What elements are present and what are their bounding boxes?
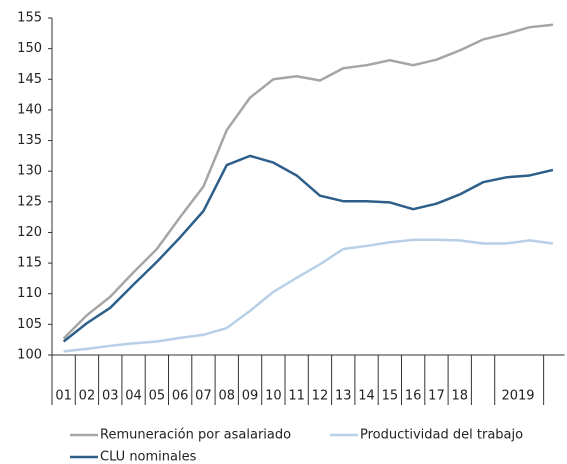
y-tick-label: 120 [17,225,42,240]
y-tick-label: 125 [17,194,42,209]
y-tick-label: 150 [17,41,42,56]
y-tick-label: 145 [17,72,42,87]
x-tick-label: 18 [451,389,468,404]
x-tick-label: 08 [218,389,235,404]
y-tick-label: 155 [17,11,42,26]
x-tick-label: 05 [149,389,166,404]
y-tick-label: 140 [17,102,42,117]
x-tick-label: 10 [265,389,282,404]
y-tick-label: 115 [17,256,42,271]
x-tick-label: 13 [335,389,352,404]
y-tick-label: 130 [17,164,42,179]
legend-label: Remuneración por asalariado [100,428,291,443]
y-tick-label: 105 [17,317,42,332]
x-tick-label: 11 [288,389,305,404]
x-tick-label: 07 [195,389,212,404]
line-series [62,154,554,343]
line-series [62,23,554,340]
x-tick-label: 04 [125,389,142,404]
x-tick-label: 16 [405,389,422,404]
legend-label: CLU nominales [100,450,197,464]
y-tick-label: 110 [17,286,42,301]
x-tick-label: 2019 [501,389,534,404]
x-tick-label: 14 [358,389,375,404]
legend-label: Productividad del trabajo [360,428,523,443]
x-tick-label: 09 [242,389,259,404]
x-tick-label: 03 [102,389,119,404]
y-tick-label: 100 [17,348,42,363]
x-tick-label: 01 [55,389,72,404]
y-tick-label: 135 [17,133,42,148]
x-tick-label: 02 [79,389,96,404]
line-series [63,238,554,353]
x-tick-label: 15 [382,389,399,404]
x-tick-label: 12 [312,389,329,404]
x-tick-label: 17 [428,389,445,404]
x-tick-label: 06 [172,389,189,404]
